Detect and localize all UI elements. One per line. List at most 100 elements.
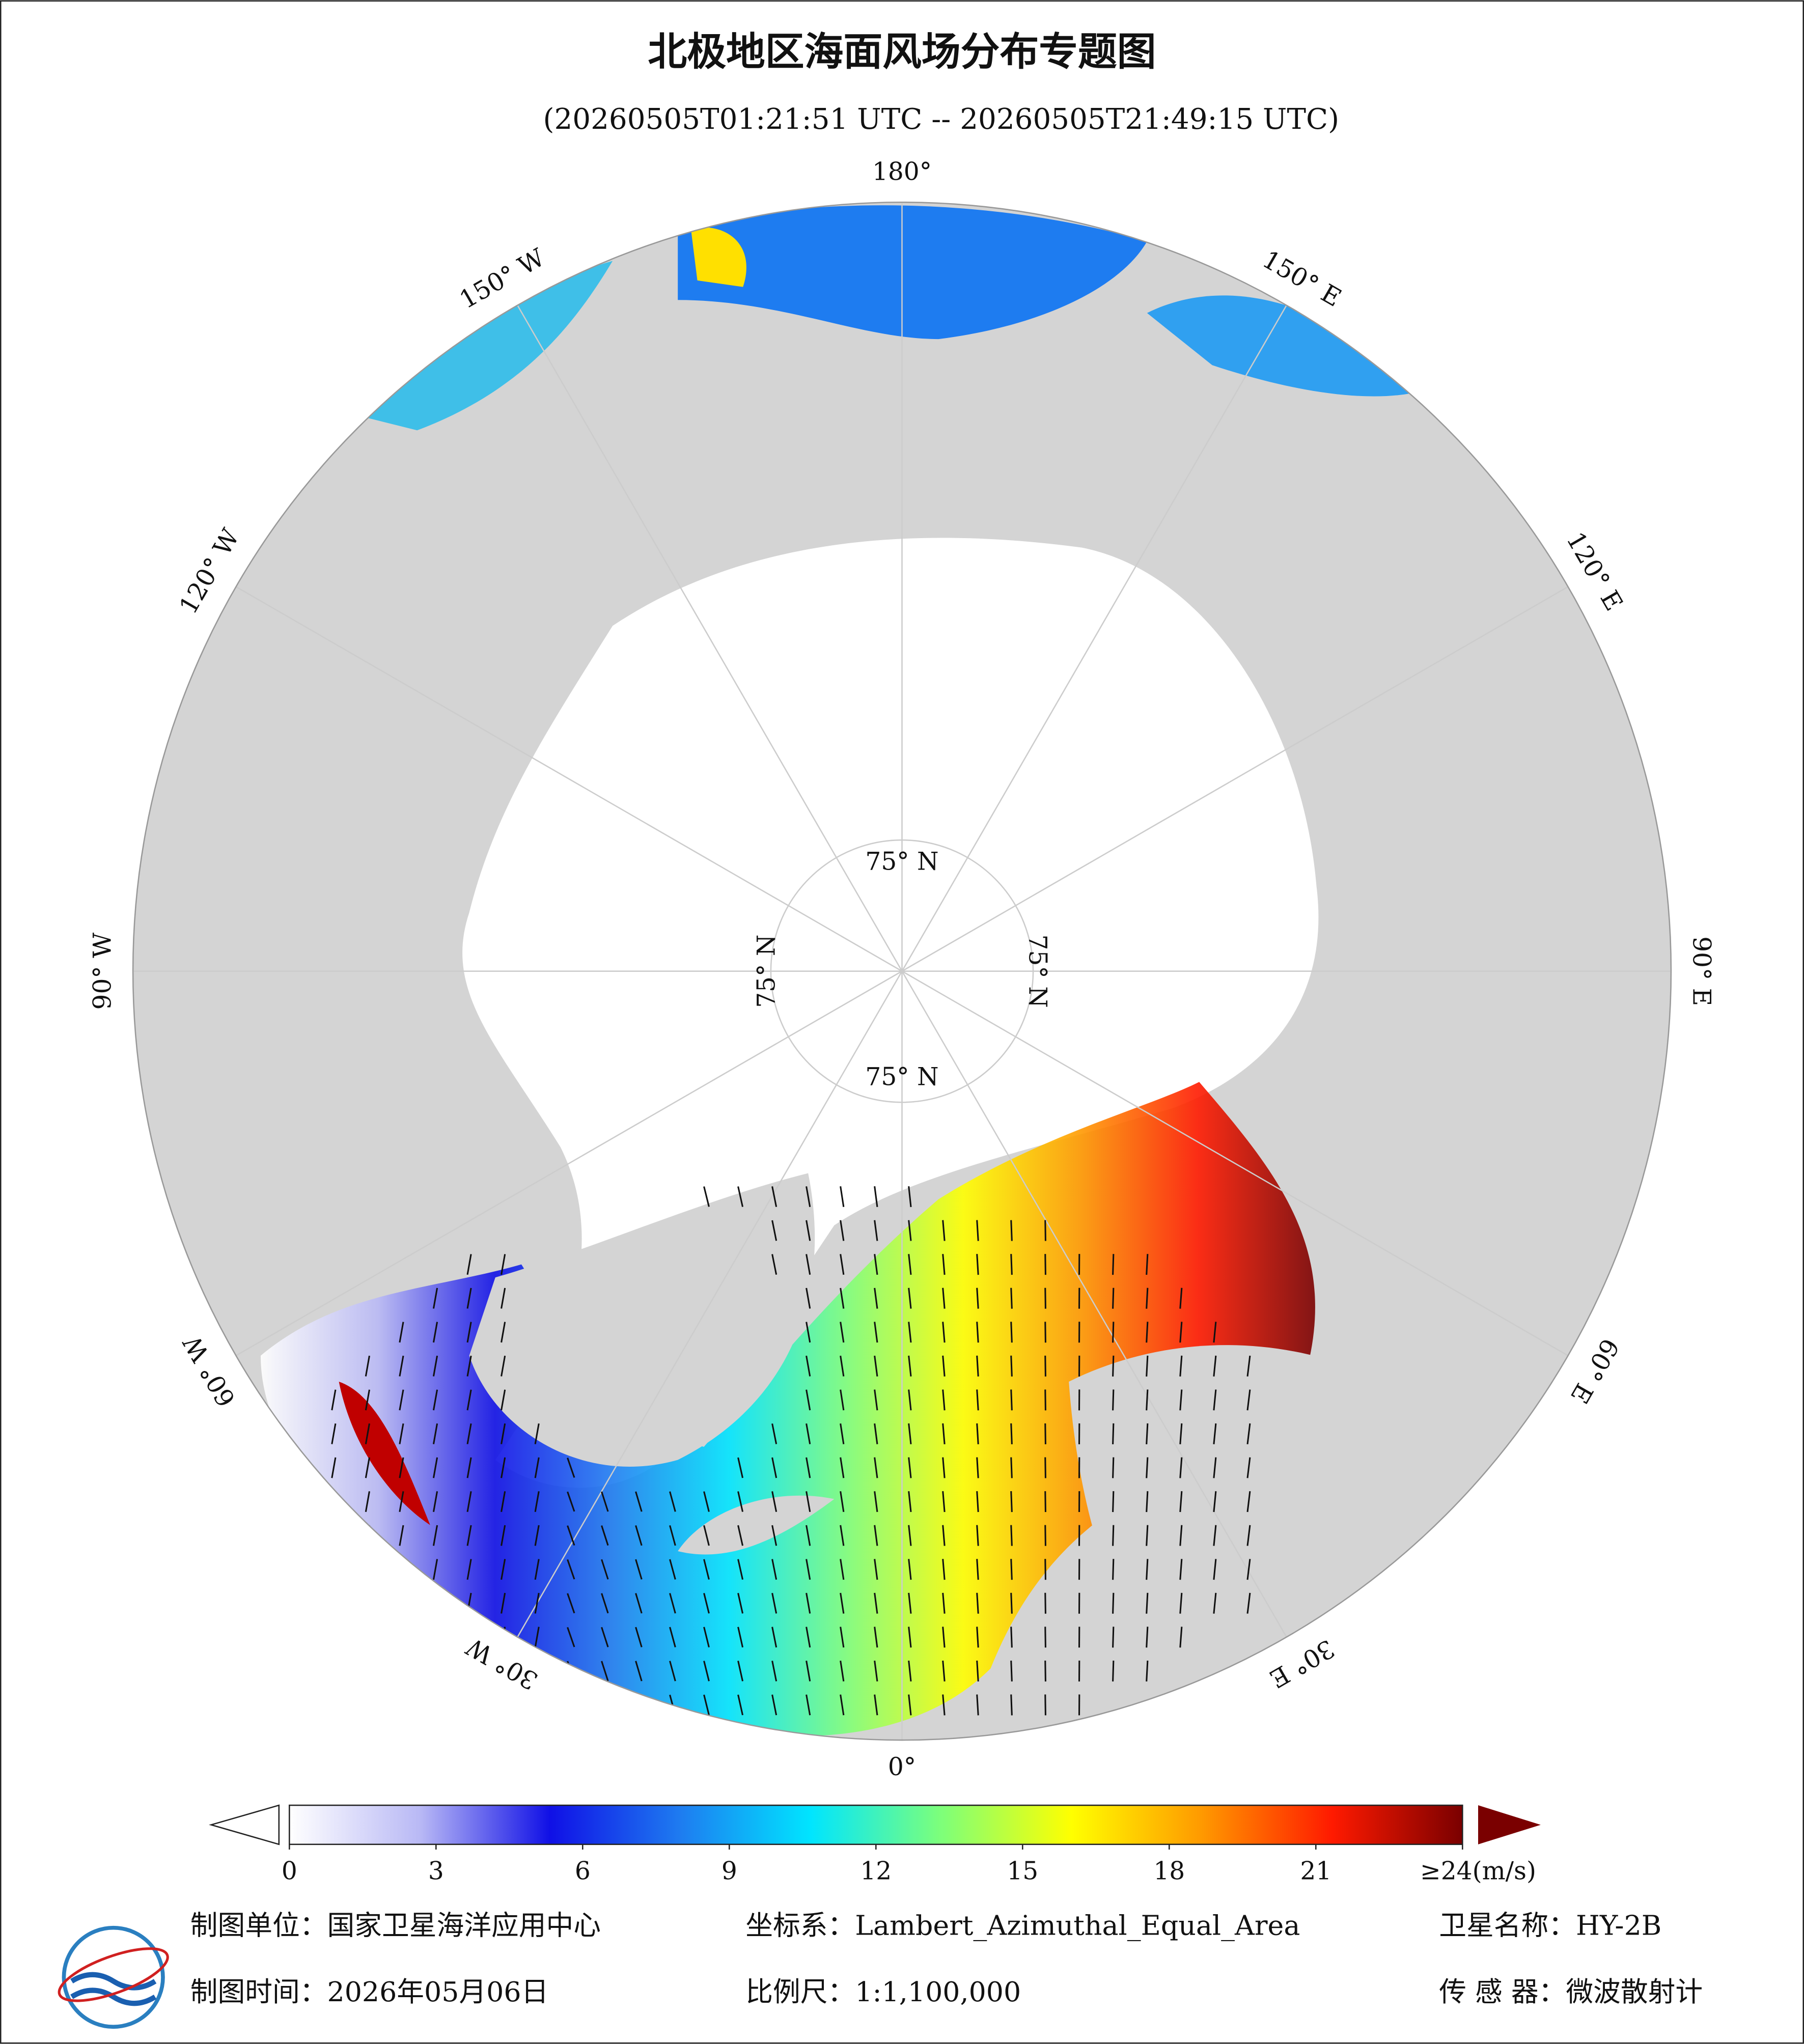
wind-arrow [942,1694,946,1716]
wind-arrow [771,1627,778,1648]
wind-arrow [432,1525,438,1546]
wind-arrow [1213,1457,1217,1478]
wind-arrow [669,1559,676,1580]
wind-arrow [1010,1423,1013,1444]
wind-arrow [1179,1525,1183,1546]
wind-arrow [840,1355,845,1377]
wind-arrow [840,1525,845,1546]
wind-arrow [501,1592,506,1614]
wind-arrow [737,1491,744,1512]
wind-arrow [501,1559,506,1580]
wind-arrow [806,1220,811,1241]
wind-arrow [501,1389,506,1411]
wind-arrow [771,1491,778,1512]
wind-arrow [1112,1457,1115,1478]
wind-arrow [1146,1592,1149,1614]
wind-arrow [1246,1389,1251,1411]
wind-arrow [976,1287,979,1309]
wind-arrow [534,1559,540,1580]
wind-arrow [399,1322,404,1343]
meridian-line [235,970,903,1356]
wind-arrow [1179,1389,1183,1411]
wind-arrow [1146,1423,1149,1444]
wind-arrow [806,1491,811,1513]
footer-unit: 制图单位：国家卫星海洋应用中心 [190,1910,601,1942]
wind-arrow [976,1355,979,1377]
footer-scale: 比例尺：1:1,100,000 [745,1976,1021,2008]
wind-arrow [1146,1559,1149,1580]
wind-arrow [1010,1525,1013,1546]
wind-arrow [601,1525,609,1546]
wind-arrow [908,1592,912,1614]
colorbar-tick-label: 21 [1300,1857,1331,1886]
wind-arrow [1112,1491,1115,1513]
wind-arrow [942,1491,946,1513]
wind-arrow [874,1186,878,1208]
wind-arrow [1213,1355,1217,1377]
wind-arrow [1246,1355,1251,1377]
wind-arrow [737,1627,744,1648]
wind-arrow [1010,1559,1013,1580]
wind-arrow [1213,1389,1217,1411]
wind-arrow [1010,1220,1013,1241]
wind-arrow [1044,1457,1046,1478]
wind-arrow [1010,1254,1013,1275]
wind-arrow [737,1457,744,1478]
wind-arrow [908,1220,912,1241]
wind-arrow [1213,1322,1217,1343]
wind-arrow [874,1694,878,1716]
wind-arrow [1044,1491,1046,1513]
wind-arrow [534,1627,540,1648]
wind-arrow [976,1627,979,1648]
wind-arrow [1179,1355,1183,1377]
wind-arrow [501,1355,506,1377]
wind-arrow [908,1525,912,1546]
wind-arrow [1179,1592,1183,1614]
wind-arrow [771,1186,778,1207]
wind-arrow [365,1457,370,1478]
wind-arrow [432,1389,438,1411]
wind-arrow [669,1491,676,1512]
wind-arrow [466,1491,472,1513]
wind-arrow [1044,1627,1046,1648]
wind-arrow [331,1423,337,1444]
wind-arrow [365,1423,370,1444]
wind-arrow [737,1661,744,1682]
wind-arrow [1246,1559,1251,1580]
wind-arrow [874,1627,878,1648]
wind-arrow [466,1389,472,1411]
map-border [132,201,1672,1741]
wind-arrow [399,1355,404,1377]
wind-arrow [976,1491,979,1513]
wind-arrow [365,1355,370,1377]
wind-arrow [703,1525,710,1546]
wind-arrow [1146,1491,1149,1513]
wind-arrow [1146,1660,1149,1682]
wind-arrow [942,1389,946,1411]
wind-arrow [942,1559,946,1580]
wind-arrow [874,1660,878,1682]
wind-arrow [806,1559,811,1580]
wind-arrow [567,1525,575,1546]
footer-satellite: 卫星名称：HY-2B [1439,1910,1661,1942]
colorbar-tick-label: 18 [1153,1857,1185,1886]
wind-arrow [1146,1254,1149,1275]
wind-arrow [942,1254,946,1275]
colorbar-tick-label: 3 [428,1857,444,1886]
wind-arrow [567,1559,575,1580]
wind-arrow [432,1457,438,1478]
wind-arrow [771,1220,778,1241]
wind-arrow [1010,1322,1013,1343]
wind-arrow [771,1694,778,1716]
wind-arrow [1010,1660,1013,1682]
wind-arrow [399,1491,404,1513]
wind-arrow [635,1525,643,1546]
wind-arrow [1146,1322,1149,1343]
wind-arrows [331,1186,1251,1716]
meridian-label: 90° E [1687,936,1716,1006]
wind-arrow [942,1627,946,1648]
subtitle: (20260505T01:21:51 UTC -- 20260505T21:49… [543,103,1340,136]
wind-arrow [432,1559,438,1580]
wind-arrow [1179,1457,1183,1478]
wind-field-atlantic [260,1082,1315,1737]
